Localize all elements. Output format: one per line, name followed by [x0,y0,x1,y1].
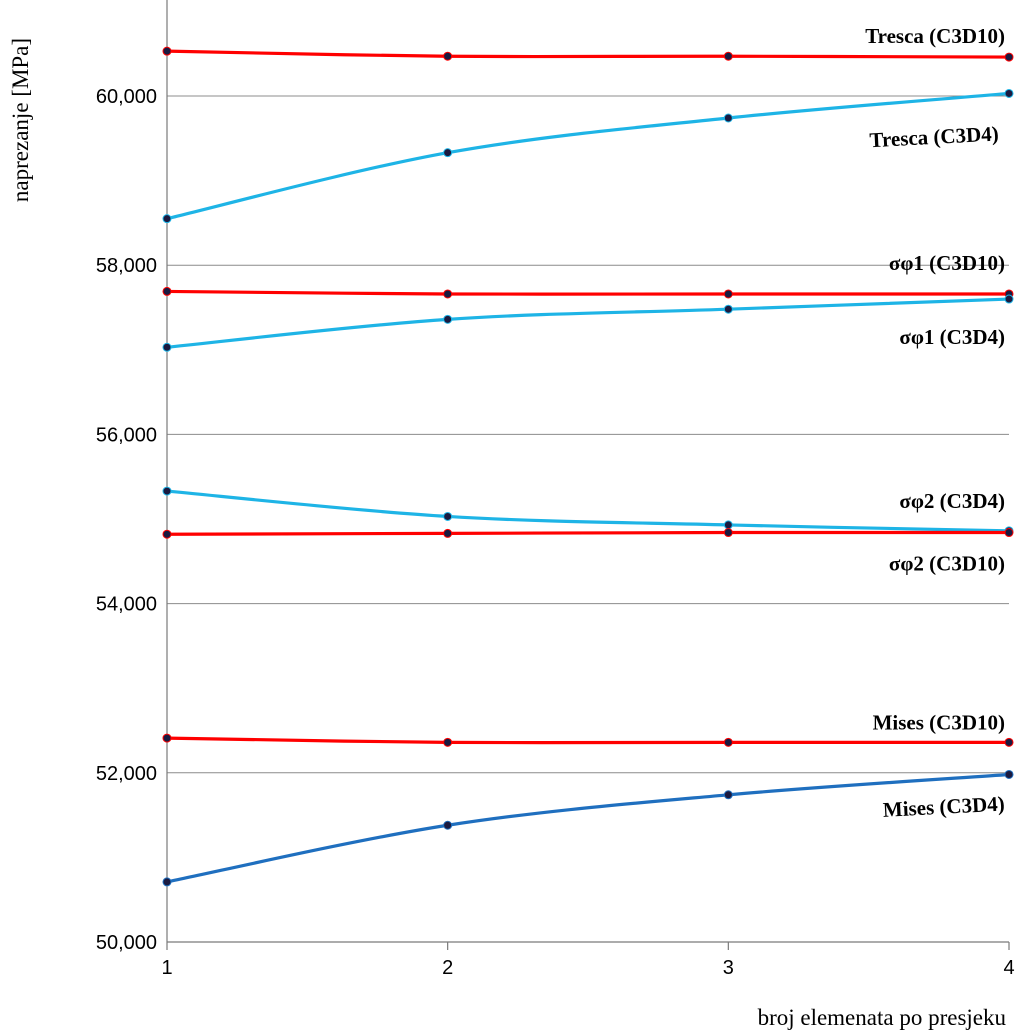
series-8 [162,769,1014,887]
series-lines [162,46,1014,887]
series-label: Mises (C3D4) [882,792,1005,822]
data-point [162,46,172,56]
series-line [165,530,1011,536]
data-point [443,511,453,521]
data-point [443,737,453,747]
data-point [162,342,172,352]
series-label: Mises (C3D10) [873,710,1005,734]
y-tick-label: 54,000 [96,594,157,616]
data-point [1004,88,1014,98]
series-line [165,91,1011,221]
series-label: Tresca (C3D10) [865,24,1005,48]
data-point [162,529,172,539]
series-line [165,289,1011,296]
data-point [1004,52,1014,62]
x-tick-label: 3 [723,957,734,979]
data-point [1004,528,1014,538]
data-point [443,314,453,324]
x-tick-label: 2 [442,957,453,979]
series-label: σφ2 (C3D10) [889,552,1005,576]
series-7 [162,733,1014,747]
data-point [723,304,733,314]
y-tick-label: 58,000 [96,255,157,277]
data-point [162,486,172,496]
data-point [723,520,733,530]
series-line [165,772,1011,884]
data-point [723,790,733,800]
data-point [1004,769,1014,779]
series-1 [162,46,1014,62]
data-point [1004,737,1014,747]
data-point [443,148,453,158]
series-label: Tresca (C3D4) [869,121,999,152]
data-point [723,528,733,538]
data-point [162,214,172,224]
data-point [162,733,172,743]
axes: 50,000 52,000 54,000 56,000 58,000 60,000 1 2 3 4 [96,0,1015,979]
series-2 [162,88,1014,224]
data-point [723,113,733,123]
data-point [723,737,733,747]
series-line [165,489,1011,533]
x-tick-label: 1 [161,957,172,979]
series-6 [162,528,1014,539]
data-point [1004,294,1014,304]
series-line [165,49,1011,59]
data-point [443,528,453,538]
data-point [723,289,733,299]
x-tick-label: 4 [1003,957,1014,979]
data-point [443,289,453,299]
data-point [162,286,172,296]
data-point [443,51,453,61]
gridlines [167,95,1009,774]
series-3 [162,286,1014,299]
series-label: σφ1 (C3D10) [889,251,1005,275]
x-axis-title: broj elemenata po presjeku [758,1005,1007,1030]
data-point [162,877,172,887]
y-tick-label: 50,000 [96,932,157,954]
data-point [443,820,453,830]
series-label: σφ2 (C3D4) [899,489,1005,513]
y-axis-title: naprezanje [MPa] [8,38,33,202]
series-line [165,297,1011,349]
data-point [723,51,733,61]
series-label: σφ1 (C3D4) [899,325,1005,349]
series-line [165,736,1011,745]
series-4 [162,294,1014,352]
y-tick-label: 60,000 [96,86,157,108]
series-5 [162,486,1014,536]
y-tick-label: 56,000 [96,424,157,446]
series-labels: Tresca (C3D10) Tresca (C3D4) σφ1 (C3D10) σφ… [865,24,1005,822]
y-tick-label: 52,000 [96,763,157,785]
